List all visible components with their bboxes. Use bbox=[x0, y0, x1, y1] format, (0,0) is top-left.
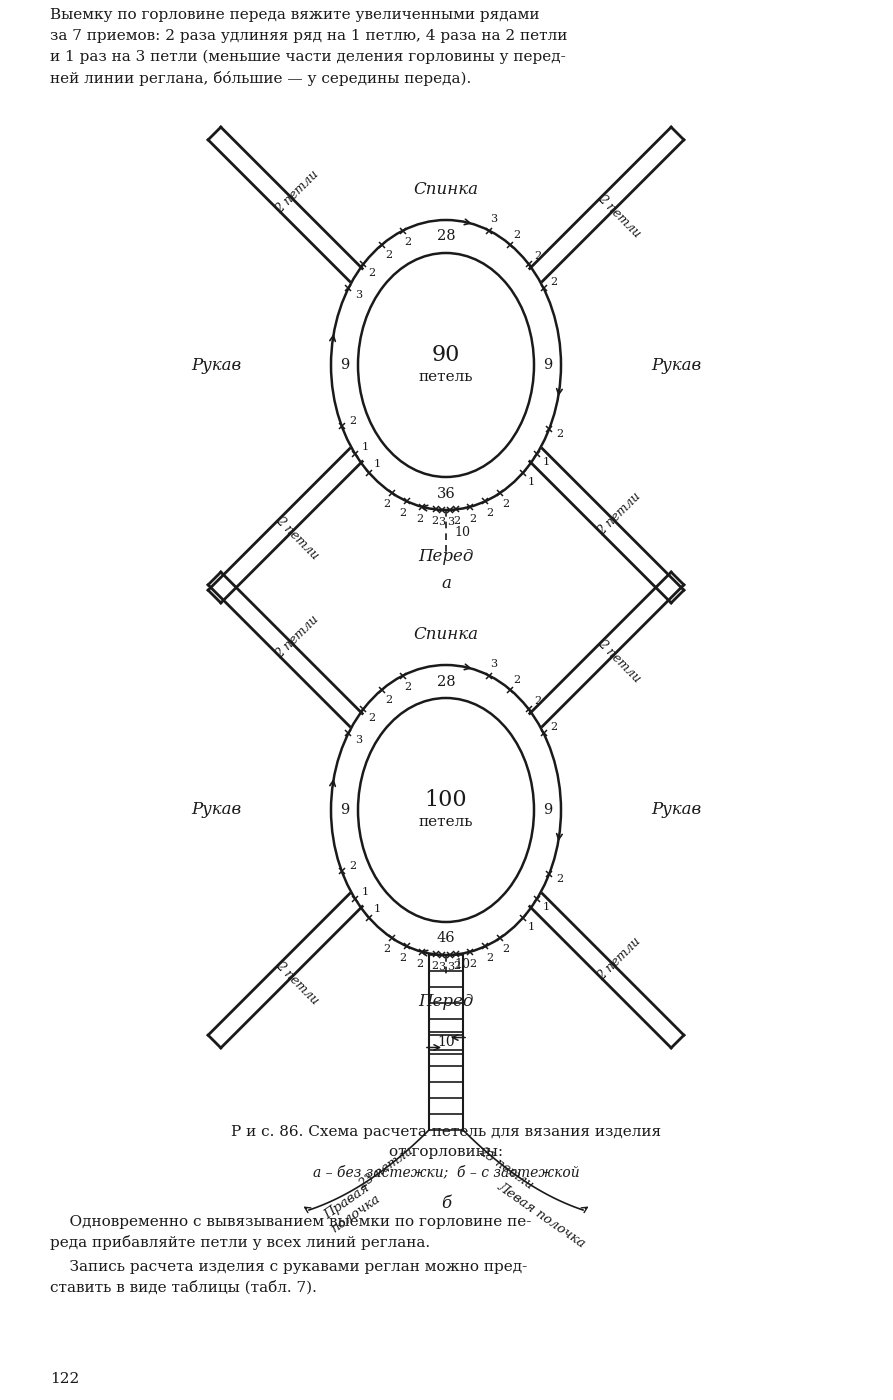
Text: 9: 9 bbox=[340, 358, 349, 372]
Text: 2: 2 bbox=[556, 428, 563, 438]
Text: 46: 46 bbox=[437, 931, 455, 945]
Text: 2: 2 bbox=[349, 416, 356, 426]
Text: и 1 раз на 3 петли (меньшие части деления горловины у перед-: и 1 раз на 3 петли (меньшие части делени… bbox=[50, 50, 566, 64]
Text: 3: 3 bbox=[438, 517, 445, 526]
Text: Одновременно с вывязыванием выемки по горловине пе-: Одновременно с вывязыванием выемки по го… bbox=[50, 1215, 531, 1229]
Text: Спинка: Спинка bbox=[413, 181, 479, 197]
Text: 2: 2 bbox=[469, 959, 476, 969]
Text: 2: 2 bbox=[486, 508, 493, 518]
Text: 1: 1 bbox=[362, 886, 369, 897]
Text: Запись расчета изделия с рукавами реглан можно пред-: Запись расчета изделия с рукавами реглан… bbox=[50, 1260, 527, 1274]
Text: от горловины:: от горловины: bbox=[389, 1145, 503, 1159]
Text: 2: 2 bbox=[416, 514, 423, 524]
Text: 2: 2 bbox=[534, 251, 541, 260]
Text: Перед: Перед bbox=[418, 993, 473, 1009]
Text: Выемку по горловине переда вяжите увеличенными рядами: Выемку по горловине переда вяжите увелич… bbox=[50, 8, 539, 22]
Text: 2 петли: 2 петли bbox=[595, 935, 643, 983]
Text: 1: 1 bbox=[528, 921, 535, 931]
Text: 2: 2 bbox=[383, 498, 390, 508]
Text: 28: 28 bbox=[437, 675, 455, 689]
Text: 2: 2 bbox=[431, 962, 438, 972]
Text: ней линии реглана, бо́льшие — у середины переда).: ней линии реглана, бо́льшие — у середины… bbox=[50, 71, 472, 85]
Text: 10: 10 bbox=[454, 526, 470, 539]
Text: 2: 2 bbox=[399, 952, 406, 963]
Text: 1: 1 bbox=[362, 442, 369, 452]
Text: 23 петли: 23 петли bbox=[356, 1145, 415, 1191]
Text: 2: 2 bbox=[486, 952, 493, 963]
Text: 2: 2 bbox=[385, 694, 392, 704]
Text: ставить в виде таблицы (табл. 7).: ставить в виде таблицы (табл. 7). bbox=[50, 1280, 317, 1295]
Text: 122: 122 bbox=[50, 1372, 79, 1386]
Text: реда прибавляйте петли у всех линий реглана.: реда прибавляйте петли у всех линий регл… bbox=[50, 1235, 430, 1250]
Text: 10: 10 bbox=[438, 1036, 455, 1050]
Text: 2: 2 bbox=[416, 959, 423, 969]
Text: 3: 3 bbox=[355, 290, 363, 300]
Text: 2 петли: 2 петли bbox=[273, 959, 321, 1007]
Text: 9: 9 bbox=[543, 358, 552, 372]
Text: петель: петель bbox=[419, 815, 473, 829]
Text: 1: 1 bbox=[528, 476, 535, 487]
Text: 2: 2 bbox=[368, 713, 375, 722]
Text: 1: 1 bbox=[373, 904, 380, 914]
Text: Рукав: Рукав bbox=[651, 357, 701, 374]
Text: Левая полочка: Левая полочка bbox=[495, 1180, 588, 1250]
Text: 2: 2 bbox=[513, 230, 521, 239]
Text: а: а bbox=[441, 575, 451, 592]
Text: 2: 2 bbox=[383, 944, 390, 953]
Text: 1: 1 bbox=[543, 456, 549, 466]
Text: Рукав: Рукав bbox=[191, 801, 241, 819]
Text: Спинка: Спинка bbox=[413, 626, 479, 643]
Text: 90: 90 bbox=[432, 344, 460, 365]
Text: за 7 приемов: 2 раза удлиняя ряд на 1 петлю, 4 раза на 2 петли: за 7 приемов: 2 раза удлиняя ряд на 1 пе… bbox=[50, 29, 567, 43]
Text: 2: 2 bbox=[404, 237, 411, 246]
Text: 2: 2 bbox=[469, 514, 476, 524]
Bar bbox=[429, 1032, 463, 1053]
Text: 2: 2 bbox=[404, 682, 411, 692]
Text: 10: 10 bbox=[454, 959, 470, 972]
Text: 2: 2 bbox=[550, 277, 557, 287]
Text: 9: 9 bbox=[340, 804, 349, 818]
Text: 2: 2 bbox=[349, 861, 356, 871]
Text: 2: 2 bbox=[556, 874, 563, 883]
Text: Правая
полочка: Правая полочка bbox=[320, 1180, 382, 1236]
Text: 3: 3 bbox=[446, 517, 454, 526]
Text: 2: 2 bbox=[550, 722, 557, 732]
Text: Перед: Перед bbox=[418, 547, 473, 566]
Text: 3: 3 bbox=[490, 659, 497, 669]
Text: 2: 2 bbox=[399, 508, 406, 518]
Text: 1: 1 bbox=[373, 459, 380, 469]
Text: 3: 3 bbox=[438, 962, 445, 972]
Text: 2: 2 bbox=[502, 944, 509, 953]
Text: 2 петли: 2 петли bbox=[595, 490, 643, 538]
Text: 2 петли: 2 петли bbox=[273, 168, 321, 216]
Text: 2 петли: 2 петли bbox=[595, 192, 643, 241]
Text: 2: 2 bbox=[502, 498, 509, 508]
Text: Р и с. 86. Схема расчета петель для вязания изделия: Р и с. 86. Схема расчета петель для вяза… bbox=[231, 1126, 661, 1140]
Text: 9: 9 bbox=[543, 804, 552, 818]
Text: б: б bbox=[441, 1196, 451, 1212]
Text: 2 петли: 2 петли bbox=[273, 613, 321, 661]
Text: 23 петли: 23 петли bbox=[476, 1145, 536, 1191]
Text: 3: 3 bbox=[446, 962, 454, 972]
Text: 2: 2 bbox=[534, 696, 541, 706]
Text: 36: 36 bbox=[437, 487, 455, 501]
Text: 1: 1 bbox=[543, 902, 549, 911]
Text: Рукав: Рукав bbox=[651, 801, 701, 819]
Text: 2 петли: 2 петли bbox=[595, 637, 643, 686]
Text: 2: 2 bbox=[454, 962, 461, 972]
Text: 2: 2 bbox=[454, 517, 461, 526]
Text: 2: 2 bbox=[431, 517, 438, 526]
Text: 2: 2 bbox=[385, 249, 392, 260]
Text: 2: 2 bbox=[368, 267, 375, 277]
Text: 28: 28 bbox=[437, 230, 455, 244]
Text: Рукав: Рукав bbox=[191, 357, 241, 374]
Text: 3: 3 bbox=[355, 735, 363, 745]
Text: петель: петель bbox=[419, 370, 473, 384]
Text: 2 петли: 2 петли bbox=[273, 514, 321, 561]
Text: а – без застежки;  б – с застежкой: а – без застежки; б – с застежкой bbox=[313, 1165, 580, 1179]
Text: 100: 100 bbox=[425, 790, 467, 811]
Text: 3: 3 bbox=[490, 214, 497, 224]
Text: 2: 2 bbox=[513, 675, 521, 685]
